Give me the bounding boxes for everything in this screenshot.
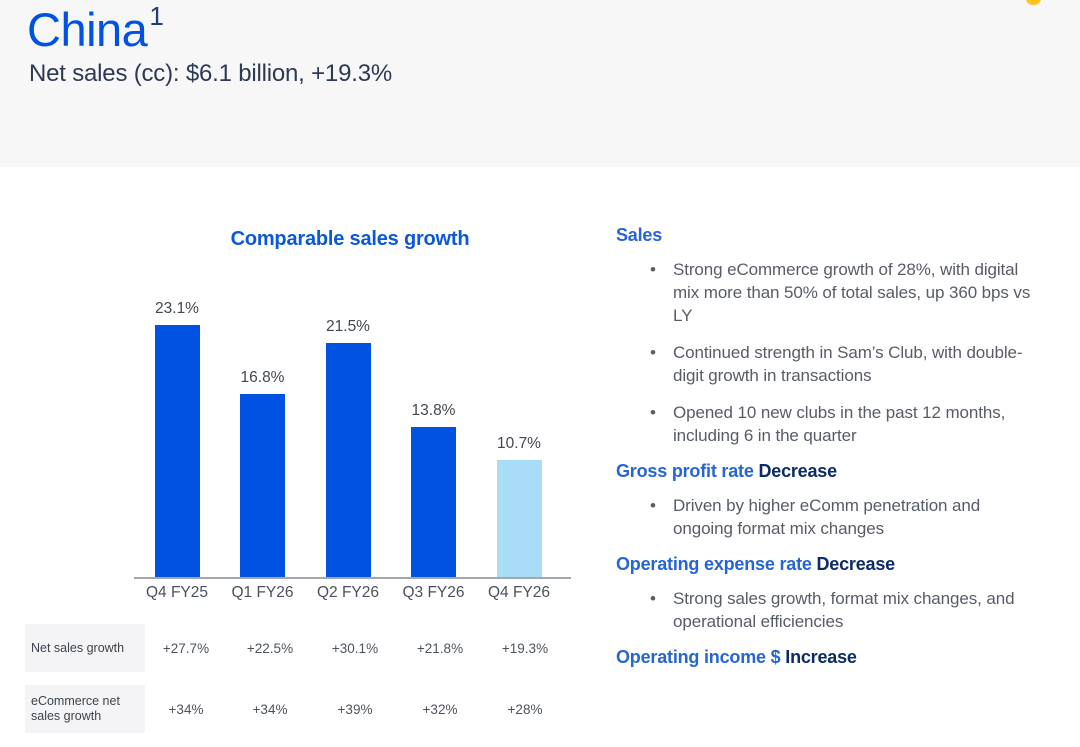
x-axis-label: Q4 FY26	[487, 584, 551, 601]
bar-column: 13.8%	[395, 402, 473, 577]
section-heading: Operating income $ Increase	[616, 647, 1040, 668]
section-heading-metric: Operating income $	[616, 647, 781, 667]
bar-value-label: 16.8%	[240, 369, 285, 386]
section-heading-metric: Gross profit rate	[616, 461, 754, 481]
table-row: eCommerce net sales growth +34% +34% +39% +3…	[25, 685, 570, 733]
bullet-item: • Continued strength in Sam’s Club, with …	[650, 343, 1023, 385]
table-cell-value: +21.8%	[416, 640, 464, 656]
table-cell-value: +34%	[168, 701, 204, 717]
bullet-item: • Driven by higher eComm penetration and …	[650, 496, 981, 538]
details-panel: Sales • Strong eCommerce growth of 28%, wi…	[616, 225, 1040, 680]
header-band: China1 Net sales (cc): $6.1 billion, +19…	[0, 0, 1080, 167]
bullet-list: • Strong sales growth, format mix changes…	[616, 587, 1040, 633]
bar-column: 16.8%	[224, 369, 302, 577]
bar	[240, 394, 285, 577]
detail-section: Operating income $ Increase	[616, 647, 1040, 668]
bar	[154, 325, 200, 577]
x-axis-labels: Q4 FY25 Q1 FY26 Q2 FY26 Q3 FY26 Q4 FY26	[138, 584, 558, 602]
bullet-item: • Opened 10 new clubs in the past 12 mont…	[650, 403, 1006, 445]
table-row-label: Net sales growth	[25, 624, 145, 672]
section-heading-status: Decrease	[816, 554, 896, 574]
section-heading-metric: Sales	[616, 225, 663, 245]
chart-title: Comparable sales growth	[230, 228, 470, 250]
bullet-dot-icon: •	[650, 403, 656, 422]
bar-value-label: 10.7%	[497, 435, 541, 452]
bar-chart: 23.1% 16.8% 21.5% 13.8% 10.7%	[138, 288, 558, 577]
metrics-table: Net sales growth +27.7% +22.5% +30.1% +21.8%…	[25, 624, 570, 746]
bar-value-label: 23.1%	[155, 300, 199, 317]
bar	[325, 343, 371, 577]
table-row-label: eCommerce net sales growth	[25, 685, 145, 733]
detail-section: Operating expense rate Decrease • Strong s…	[616, 554, 1040, 633]
section-heading-metric: Operating expense rate	[616, 554, 812, 574]
table-row: Net sales growth +27.7% +22.5% +30.1% +21.8%…	[25, 624, 570, 672]
bar-column: 10.7%	[480, 435, 558, 577]
bar-column: 23.1%	[138, 300, 216, 577]
section-heading: Sales	[616, 225, 1040, 246]
bullet-dot-icon: •	[650, 260, 656, 279]
x-axis-label: Q4 FY25	[145, 584, 209, 601]
table-cell-value: +30.1%	[331, 640, 379, 656]
section-heading: Gross profit rate Decrease	[616, 461, 1040, 482]
table-cell-value: +28%	[507, 701, 543, 717]
section-heading: Operating expense rate Decrease	[616, 554, 1040, 575]
page-title: China1	[27, 1, 164, 57]
x-axis-label: Q3 FY26	[402, 584, 465, 601]
table-cell-value: +32%	[422, 701, 458, 717]
bullet-list: • Strong eCommerce growth of 28%, with di…	[616, 258, 1040, 447]
table-cell-value: +22.5%	[246, 640, 294, 656]
section-heading-status: Decrease	[758, 461, 837, 481]
bullet-dot-icon: •	[650, 589, 656, 608]
page-subtitle: Net sales (cc): $6.1 billion, +19.3%	[29, 60, 392, 87]
bullet-item: • Strong sales growth, format mix changes…	[650, 589, 1015, 631]
x-axis-line	[134, 577, 571, 579]
detail-section: Sales • Strong eCommerce growth of 28%, wi…	[616, 225, 1040, 447]
bar	[496, 460, 542, 577]
bar-value-label: 21.5%	[326, 318, 370, 335]
bullet-dot-icon: •	[650, 343, 656, 362]
bullet-item: • Strong eCommerce growth of 28%, with di…	[650, 260, 1031, 325]
footnote-superscript: 1	[149, 1, 164, 32]
section-heading-status: Increase	[785, 647, 857, 667]
walmart-spark-partial-icon	[1026, 0, 1041, 5]
x-axis-label: Q2 FY26	[316, 584, 380, 601]
bar-value-label: 13.8%	[411, 402, 456, 419]
detail-section: Gross profit rate Decrease • Driven by hig…	[616, 461, 1040, 540]
bullet-list: • Driven by higher eComm penetration and …	[616, 494, 1040, 540]
page-title-text: China	[27, 3, 148, 56]
bar	[411, 427, 456, 577]
table-cell-value: +34%	[252, 701, 288, 717]
table-cell-value: +39%	[337, 701, 373, 717]
bullet-dot-icon: •	[650, 496, 656, 515]
table-cell-value: +27.7%	[162, 640, 210, 656]
table-cell-value: +19.3%	[501, 640, 549, 656]
bar-column: 21.5%	[309, 318, 387, 577]
x-axis-label: Q1 FY26	[231, 584, 294, 601]
